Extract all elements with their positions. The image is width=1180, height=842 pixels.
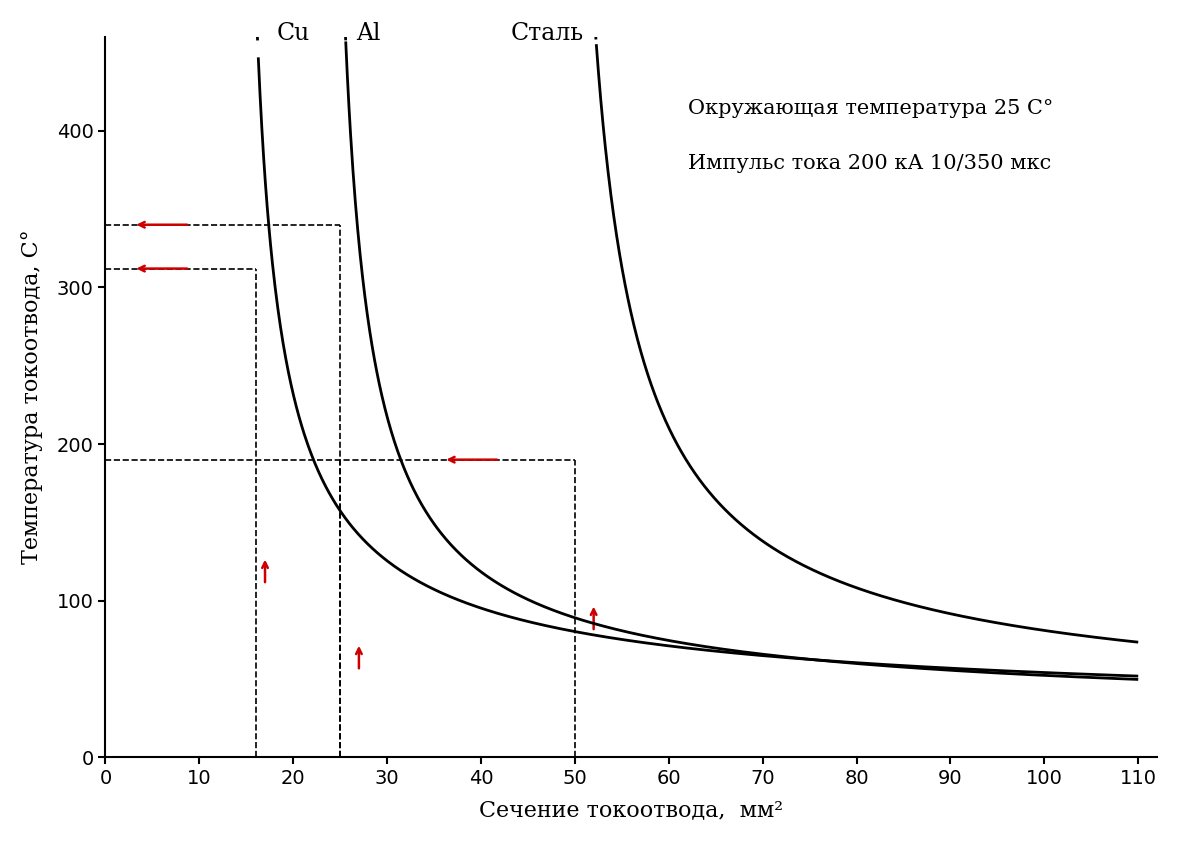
Y-axis label: Температура токоотвода, С°: Температура токоотвода, С°	[21, 230, 42, 564]
X-axis label: Сечение токоотвода,  мм²: Сечение токоотвода, мм²	[479, 799, 784, 821]
Text: Cu: Cu	[276, 22, 310, 45]
Text: Сталь: Сталь	[510, 22, 583, 45]
Text: Импульс тока 200 кА 10/350 мкс: Импульс тока 200 кА 10/350 мкс	[688, 154, 1050, 173]
Text: Al: Al	[356, 22, 381, 45]
Text: Окружающая температура 25 С°: Окружающая температура 25 С°	[688, 99, 1053, 119]
